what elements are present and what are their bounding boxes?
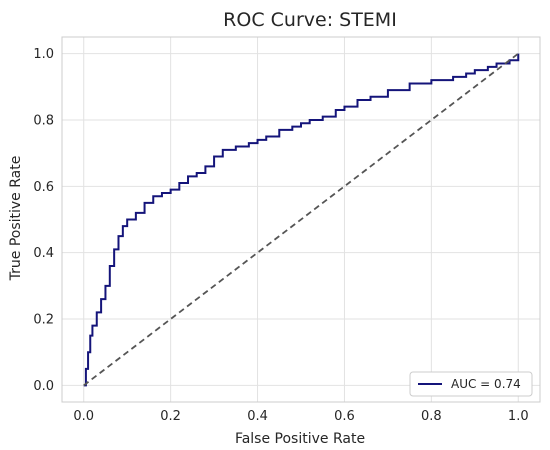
plot-frame xyxy=(61,36,541,403)
y-tick-label: 0.4 xyxy=(33,246,54,261)
y-tick-label: 0.2 xyxy=(33,313,54,328)
series-layer xyxy=(83,52,520,387)
x-tick-label: 0.4 xyxy=(247,409,268,424)
chart-title: ROC Curve: STEMI xyxy=(223,9,397,31)
x-axis-label: False Positive Rate xyxy=(235,431,365,447)
y-tick-label: 0.8 xyxy=(33,113,54,128)
x-tick-label: 0.8 xyxy=(421,409,442,424)
x-tick-label: 1.0 xyxy=(508,409,529,424)
roc-curve-line xyxy=(83,53,520,387)
x-tick-label: 0.0 xyxy=(73,409,94,424)
y-tick-label: 0.6 xyxy=(33,180,54,195)
x-tick-label: 0.6 xyxy=(334,409,355,424)
grid-layer xyxy=(62,37,540,402)
legend-box xyxy=(409,371,533,397)
legend: AUC = 0.74 xyxy=(409,371,533,397)
legend-entry-auc: AUC = 0.74 xyxy=(451,377,521,391)
y-axis-label: True Positive Rate xyxy=(8,156,24,282)
y-tick-label: 0.0 xyxy=(33,379,54,394)
x-tick-label: 0.2 xyxy=(160,409,181,424)
chance-diagonal-line xyxy=(83,52,519,387)
y-tick-label: 1.0 xyxy=(33,47,54,62)
tick-layer: 0.0 0.2 0.4 0.6 0.8 1.0 0.0 0.2 0.4 0.6 0.8 1.0 xyxy=(33,47,528,424)
